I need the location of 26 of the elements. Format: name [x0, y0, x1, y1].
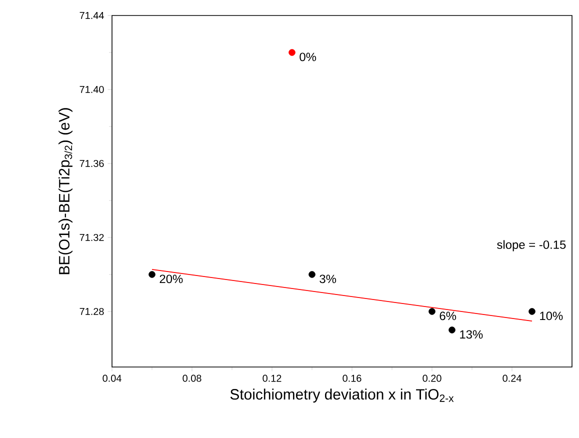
x-axis-title: Stoichiometry deviation x in TiO$_{2-x}$: [230, 388, 454, 403]
annotation: 6%: [440, 312, 456, 320]
annotation: 20%: [160, 274, 183, 284]
annotation: 3%: [320, 274, 336, 284]
annotation: 10%: [540, 312, 563, 320]
y-tick-label: 71.44: [80, 12, 104, 19]
x-tick-label: 0.08: [182, 374, 202, 382]
point: [288, 49, 296, 56]
point: [448, 326, 456, 334]
x-tick-label: 0.24: [502, 374, 522, 382]
y-axis-title: BE(O1s)-BE(Ti2p$_{3/2}$) (eV): [58, 108, 72, 274]
point: [428, 308, 436, 315]
x-tick-label: 0.12: [262, 374, 282, 382]
y-tick-label: 71.40: [80, 86, 104, 94]
annotation: slope = -0.15: [497, 240, 566, 252]
x-tick-label: 0.04: [102, 374, 122, 382]
x-tick-label: 0.16: [342, 374, 362, 382]
point: [528, 308, 536, 315]
point: [148, 271, 156, 278]
y-tick-label: 71.28: [80, 308, 104, 316]
y-tick-label: 71.36: [80, 160, 104, 168]
point: [308, 271, 316, 278]
y-tick-label: 71.32: [80, 234, 104, 242]
annotation: 13%: [460, 330, 483, 339]
x-tick-label: 0.20: [422, 374, 442, 382]
annotation: 0%: [300, 52, 316, 62]
